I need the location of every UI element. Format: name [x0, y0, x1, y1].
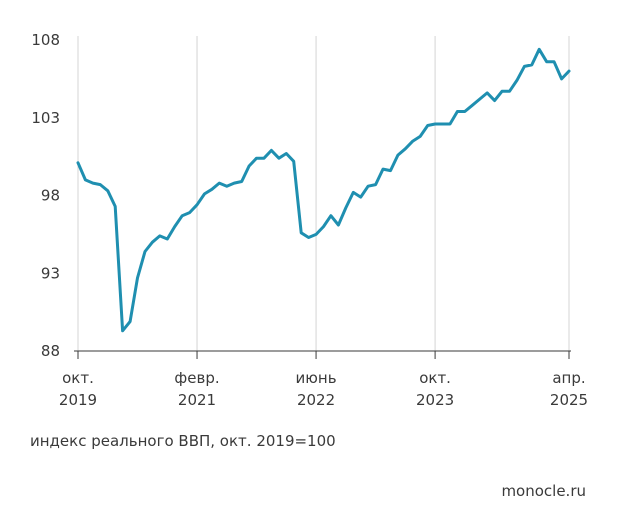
y-tick-label-1: 103: [31, 109, 60, 127]
y-tick-label-0: 108: [31, 31, 60, 49]
y-axis-ticks: 108 103 98 93 88: [31, 31, 60, 360]
x-tick-label-month-2: июнь: [296, 369, 337, 387]
x-tick-label-year-0: 2019: [59, 391, 97, 409]
y-tick-label-4: 88: [41, 342, 60, 360]
grid-lines: [77, 36, 570, 351]
x-tick-label-month-4: апр.: [552, 369, 585, 387]
source-label: monocle.ru: [501, 482, 586, 500]
x-tick-label-month-0: окт.: [62, 369, 94, 387]
x-tick-label-year-1: 2021: [178, 391, 216, 409]
y-tick-label-2: 98: [41, 187, 60, 205]
x-tick-label-month-3: окт.: [419, 369, 451, 387]
x-axis-ticks: окт. 2019 февр. 2021 июнь 2022 окт. 2023 апр. 202…: [59, 369, 588, 409]
chart-caption: индекс реального ВВП, окт. 2019=100: [30, 432, 336, 450]
x-tick-label-month-1: февр.: [174, 369, 219, 387]
series-line: [76, 47, 571, 333]
x-tick-label-year-2: 2022: [297, 391, 335, 409]
axes: [74, 350, 571, 359]
x-tick-label-year-3: 2023: [416, 391, 454, 409]
x-tick-label-year-4: 2025: [550, 391, 588, 409]
y-tick-label-3: 93: [41, 264, 60, 282]
